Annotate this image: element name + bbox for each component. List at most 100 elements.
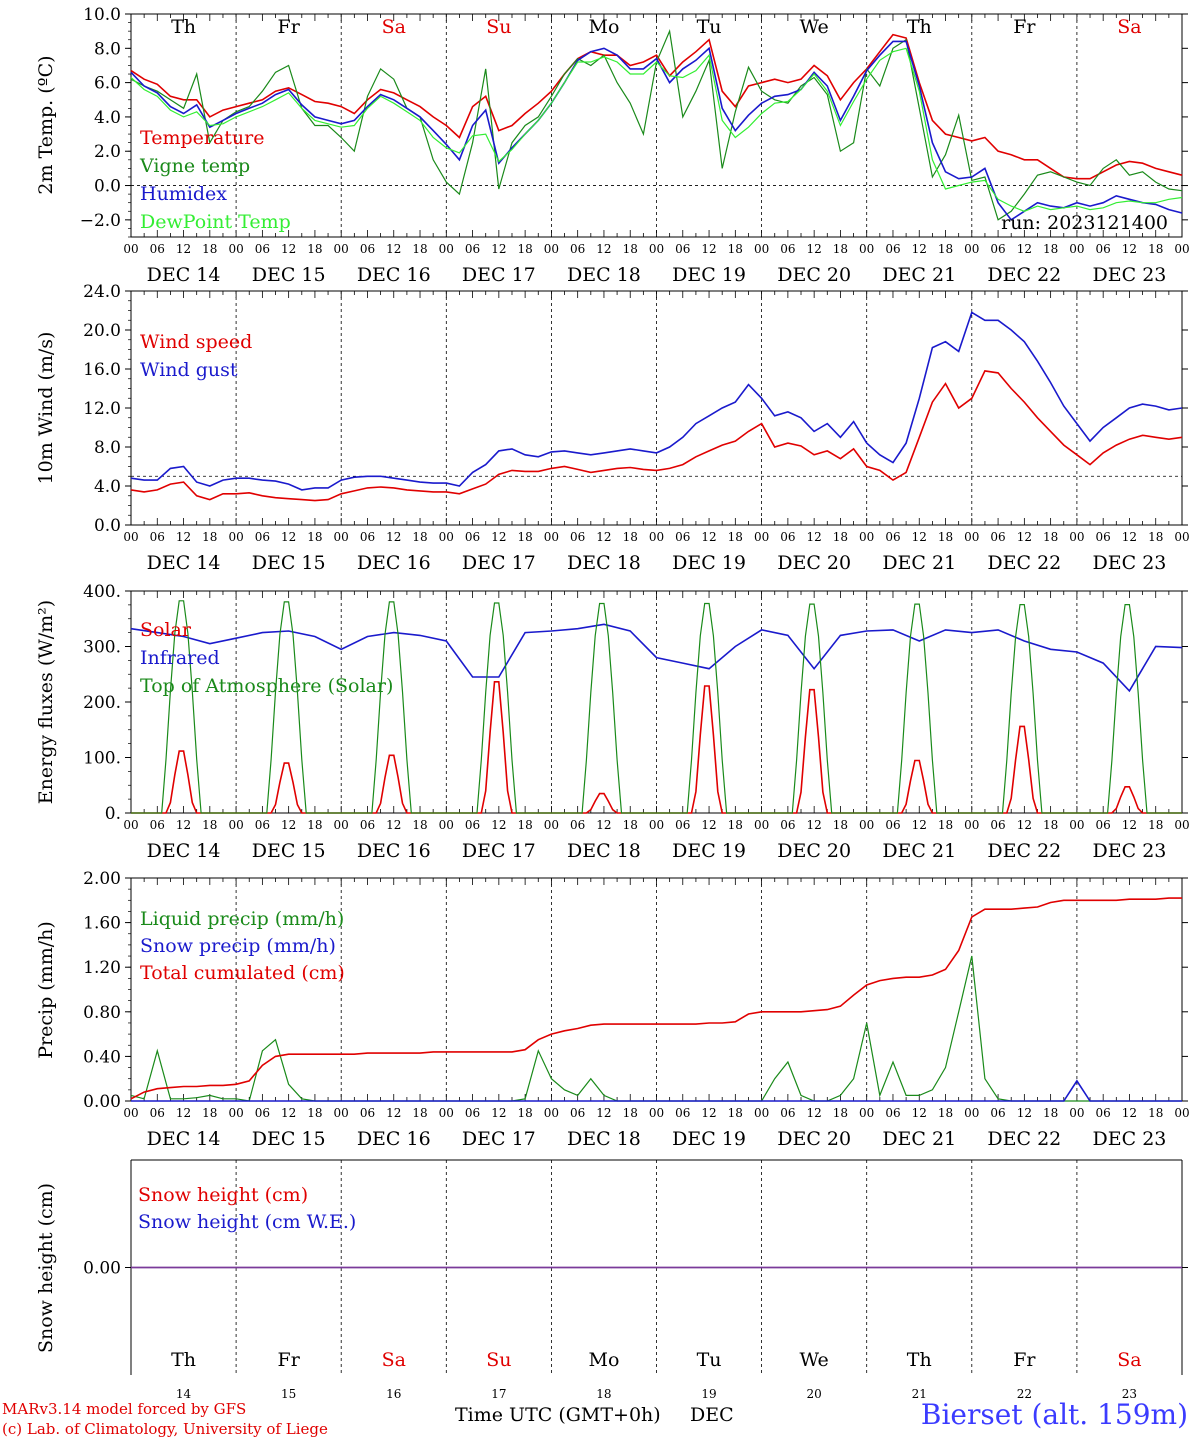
date-label: DEC 15 [252, 264, 326, 286]
hour-tick-label: 00 [439, 530, 454, 544]
hour-tick-label: 18 [833, 1106, 848, 1120]
weekday-label-bottom: Su [486, 1349, 511, 1371]
legend-entry: Humidex [140, 183, 227, 205]
hour-tick-label: 00 [334, 1106, 349, 1120]
hour-tick-label: 18 [202, 1106, 217, 1120]
date-label: DEC 22 [987, 264, 1061, 286]
date-label: DEC 16 [357, 1128, 431, 1150]
hour-tick-label: 06 [255, 1106, 270, 1120]
hour-tick-label: 06 [1096, 1106, 1111, 1120]
legend-entry: Solar [140, 619, 192, 641]
hour-tick-label: 06 [990, 530, 1005, 544]
date-label: DEC 22 [987, 840, 1061, 862]
hour-tick-label: 06 [465, 818, 480, 832]
hour-tick-label: 12 [596, 1106, 611, 1120]
legend-entry: Infrared [140, 647, 220, 669]
weekday-label-bottom: Tu [697, 1349, 722, 1371]
hour-tick-label: 12 [1017, 530, 1032, 544]
plot-frame [130, 13, 1183, 238]
hour-tick-label: 06 [1096, 242, 1111, 256]
hour-tick-label: 18 [1148, 1106, 1163, 1120]
hour-tick-label: 06 [150, 530, 165, 544]
date-label: DEC 14 [147, 264, 221, 286]
date-label: DEC 23 [1093, 1128, 1167, 1150]
y-tick-label: 0.00 [83, 1092, 121, 1112]
hour-tick-label: 00 [228, 818, 243, 832]
hour-tick-label: 00 [544, 242, 559, 256]
weekday-label-top: We [800, 16, 829, 38]
day-number-label: 20 [807, 1387, 822, 1401]
hour-tick-label: 18 [833, 530, 848, 544]
time-axis-month: DEC [690, 1404, 734, 1426]
hour-tick-label: 12 [807, 1106, 822, 1120]
hour-tick-label: 18 [623, 1106, 638, 1120]
y-tick-label: 12.0 [83, 399, 121, 419]
hour-tick-label: 12 [807, 242, 822, 256]
date-label: DEC 14 [147, 840, 221, 862]
y-tick-label: 10.0 [83, 5, 121, 25]
hour-tick-label: 12 [176, 242, 191, 256]
hour-tick-label: 12 [701, 818, 716, 832]
time-axis-label: Time UTC (GMT+0h) [455, 1404, 661, 1426]
series-line-temperature [130, 33, 1183, 180]
date-label: DEC 19 [672, 264, 746, 286]
hour-tick-label: 12 [912, 530, 927, 544]
weekday-label-top: Su [486, 16, 511, 38]
legend-entry: Liquid precip (mm/h) [140, 908, 344, 930]
y-tick-label: 1.20 [83, 958, 121, 978]
hour-tick-label: 00 [859, 818, 874, 832]
hour-tick-label: 06 [1096, 530, 1111, 544]
series-line-top-of-atmosphere-solar- [131, 600, 1182, 814]
hour-tick-label: 00 [544, 530, 559, 544]
hour-tick-label: 18 [1148, 818, 1163, 832]
hour-tick-label: 18 [307, 530, 322, 544]
y-tick-label: 200. [83, 693, 121, 713]
hour-tick-label: 00 [964, 242, 979, 256]
y-tick-label: 4.0 [94, 477, 121, 497]
hour-tick-label: 18 [202, 242, 217, 256]
day-number-label: 23 [1122, 1387, 1137, 1401]
hour-tick-label: 12 [176, 1106, 191, 1120]
weekday-label-top: Th [171, 16, 196, 38]
hour-tick-label: 18 [202, 530, 217, 544]
hour-tick-label: 06 [150, 242, 165, 256]
hour-tick-label: 00 [439, 242, 454, 256]
y-axis-label: Energy fluxes (W/m²) [35, 600, 57, 804]
hour-tick-label: 12 [701, 1106, 716, 1120]
series-line-wind-gust [130, 311, 1183, 491]
hour-tick-label: 12 [912, 1106, 927, 1120]
hour-tick-label: 18 [1043, 1106, 1058, 1120]
legend-entry: Wind speed [140, 331, 252, 353]
hour-tick-label: 00 [544, 818, 559, 832]
y-tick-label: 300. [83, 638, 121, 658]
hour-tick-label: 00 [544, 1106, 559, 1120]
hour-tick-label: 00 [1069, 1106, 1084, 1120]
hour-tick-label: 18 [623, 242, 638, 256]
hour-tick-label: 00 [1174, 242, 1189, 256]
hour-tick-label: 12 [1017, 1106, 1032, 1120]
hour-tick-label: 00 [123, 818, 138, 832]
hour-tick-label: 18 [1148, 242, 1163, 256]
hour-tick-label: 18 [307, 242, 322, 256]
hour-tick-label: 12 [176, 530, 191, 544]
hour-tick-label: 12 [281, 1106, 296, 1120]
series-line-dewpoint-temp [130, 47, 1183, 212]
hour-tick-label: 00 [649, 242, 664, 256]
day-number-label: 18 [596, 1387, 611, 1401]
y-tick-label: 0.0 [94, 516, 121, 536]
weekday-label-top: Fr [278, 16, 301, 38]
date-label: DEC 23 [1093, 840, 1167, 862]
series-line-humidex [130, 40, 1183, 221]
hour-tick-label: 06 [570, 1106, 585, 1120]
hour-tick-label: 18 [412, 530, 427, 544]
hour-tick-label: 00 [964, 1106, 979, 1120]
weekday-label-bottom: Th [171, 1349, 196, 1371]
hour-tick-label: 00 [123, 530, 138, 544]
date-label: DEC 14 [147, 552, 221, 574]
hour-tick-label: 06 [990, 242, 1005, 256]
date-label: DEC 15 [252, 552, 326, 574]
y-axis-label: 10m Wind (m/s) [35, 332, 57, 485]
hour-tick-label: 12 [807, 818, 822, 832]
date-label: DEC 21 [882, 1128, 956, 1150]
